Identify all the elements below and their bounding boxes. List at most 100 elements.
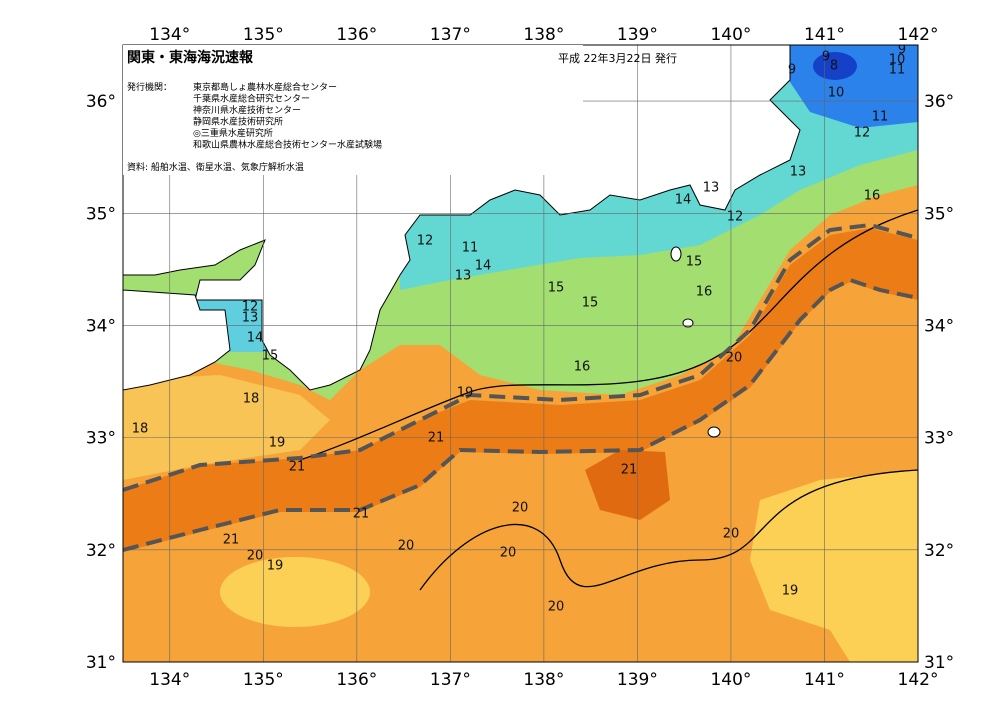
isotherm-label: 19 [269, 436, 286, 451]
lat-tick-label: 32° [924, 541, 954, 561]
isotherm-label: 10 [828, 86, 845, 101]
lon-tick-label: 141° [804, 670, 845, 690]
kuroshio-path [123, 222, 918, 492]
contour-line [299, 209, 918, 461]
sea-21 [585, 450, 670, 520]
isotherm-label: 13 [703, 181, 720, 196]
isotherm-label: 15 [686, 255, 703, 270]
lon-tick-label: 134° [149, 25, 190, 45]
sea-18 [123, 375, 330, 480]
lat-tick-label: 34° [924, 316, 954, 336]
lat-tick-label: 31° [86, 653, 116, 673]
isotherm-label: 14 [475, 259, 492, 274]
isotherm-label: 14 [675, 193, 692, 208]
island [670, 246, 682, 262]
issuer: 東京都島しょ農林水産総合センター [193, 81, 337, 93]
isotherm-label: 11 [889, 63, 906, 78]
lon-tick-label: 142° [898, 670, 939, 690]
lon-tick-label: 139° [617, 670, 658, 690]
isotherm-label: 8 [830, 59, 838, 74]
isotherm-label: 20 [726, 351, 743, 366]
lat-tick-label: 36° [86, 92, 116, 112]
issuer: 神奈川県水産技術センター [193, 104, 301, 116]
isotherm-label: 13 [455, 269, 472, 284]
lon-tick-label: 140° [710, 25, 751, 45]
lat-tick-label: 33° [86, 429, 116, 449]
lon-tick-label: 140° [710, 670, 751, 690]
isotherm-label: 15 [582, 296, 599, 311]
isotherm-label: 21 [289, 460, 306, 475]
lon-tick-label: 137° [430, 25, 471, 45]
header-box [123, 45, 583, 175]
lon-tick-label: 142° [898, 25, 939, 45]
isotherm-label: 21 [353, 507, 370, 522]
isotherm-label: 20 [723, 527, 740, 542]
lat-tick-label: 31° [924, 653, 954, 673]
isotherm-label: 9 [822, 50, 830, 65]
isotherm-label: 16 [696, 285, 713, 300]
lon-tick-label: 138° [523, 670, 564, 690]
lon-tick-label: 139° [617, 25, 658, 45]
isotherm-label: 15 [262, 349, 279, 364]
land-shikoku [123, 289, 231, 391]
sea-19 [220, 557, 370, 627]
issuer: 静岡県水産技術研究所 [193, 116, 283, 128]
lat-tick-label: 34° [86, 316, 116, 336]
isotherm-label: 20 [247, 549, 264, 564]
isotherm-label: 12 [854, 126, 871, 141]
island [707, 426, 721, 438]
isotherm-label: 20 [548, 600, 565, 615]
lat-tick-label: 35° [86, 204, 116, 224]
lat-tick-label: 36° [924, 92, 954, 112]
sea-10 [770, 45, 918, 128]
issuers-label: 発行機関： [127, 81, 172, 93]
isotherm-label: 21 [223, 533, 240, 548]
isotherm-label: 19 [457, 386, 474, 401]
lon-tick-label: 136° [336, 25, 377, 45]
isotherm-label: 10 [889, 53, 906, 68]
issuer: ◎三重県水産研究所 [193, 127, 273, 139]
isotherm-label: 18 [243, 392, 260, 407]
sea-21 [123, 228, 918, 552]
isotherm-label: 9 [898, 43, 906, 58]
island [682, 318, 694, 328]
sea-19 [750, 470, 918, 662]
lon-tick-label: 135° [243, 670, 284, 690]
isotherm-label: 12 [242, 300, 259, 315]
ticks: 134° 134° 135° 135° 136° 136° 137° 137° 138° 138°… [86, 25, 954, 690]
issue-date: 平成 22年3月22日 発行 [558, 51, 677, 65]
isotherm-label: 21 [621, 463, 638, 478]
lon-tick-label: 141° [804, 25, 845, 45]
lon-tick-label: 134° [149, 670, 190, 690]
isotherm-label: 14 [247, 331, 264, 346]
contour-line [419, 469, 918, 591]
isotherm-label: 16 [574, 360, 591, 375]
isotherm-label: 20 [500, 546, 517, 561]
sea-8 [813, 52, 857, 80]
issuers: 東京都島しょ農林水産総合センター千葉県水産総合研究センター神奈川県水産技術センタ… [193, 81, 382, 151]
isotherm-label: 20 [398, 539, 415, 554]
lon-tick-label: 138° [523, 25, 564, 45]
lon-tick-label: 137° [430, 670, 471, 690]
lat-tick-label: 32° [86, 541, 116, 561]
isotherm-label: 12 [727, 210, 744, 225]
isotherm-label: 13 [790, 165, 807, 180]
lon-tick-label: 136° [336, 670, 377, 690]
issuer: 千葉県水産総合研究センター [193, 93, 310, 105]
isotherm-label: 18 [132, 422, 149, 437]
source: 資料: 船舶水温、衛星水温、気象庁解析水温 [127, 161, 304, 173]
isotherm-label: 9 [788, 63, 796, 78]
issuer: 和歌山県農林水産総合技術センター水産試験場 [193, 139, 382, 151]
lat-tick-label: 33° [924, 429, 954, 449]
isotherm-label: 12 [417, 234, 434, 249]
kuroshio-path [123, 277, 918, 552]
isotherm-label: 16 [864, 189, 881, 204]
isotherm-label: 11 [462, 241, 479, 256]
title: 関東・東海海況速報 [127, 49, 254, 66]
isotherm-label: 13 [242, 311, 259, 326]
isotherm-label: 20 [512, 501, 529, 516]
isotherm-label: 19 [782, 584, 799, 599]
isotherm-label: 21 [428, 431, 445, 446]
